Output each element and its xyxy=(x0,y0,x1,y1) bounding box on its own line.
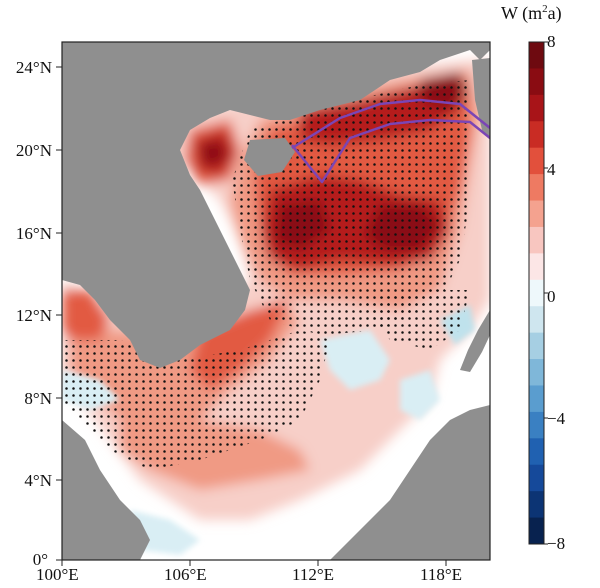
colorbar-segment xyxy=(529,280,544,307)
colorbar-segment xyxy=(529,465,544,492)
colorbar-segment xyxy=(529,227,544,254)
lat-label-8n: 8°N xyxy=(0,390,52,407)
colorbar-tick-4: 4 xyxy=(547,161,556,178)
lon-label-106e: 106°E xyxy=(164,566,207,583)
colorbar-segment xyxy=(529,412,544,439)
colorbar-tick-8: 8 xyxy=(547,33,556,50)
colorbar-title: W (m2a) xyxy=(501,3,562,24)
colorbar-segment xyxy=(529,201,544,228)
lat-label-24n: 24°N xyxy=(0,59,52,76)
colorbar-segment xyxy=(529,121,544,148)
colorbar-segment xyxy=(529,518,544,545)
colorbar-segment xyxy=(529,359,544,386)
colorbar xyxy=(529,42,548,545)
colorbar-segment xyxy=(529,68,544,95)
lon-label-100e: 100°E xyxy=(36,566,79,583)
lat-label-20n: 20°N xyxy=(0,142,52,159)
colorbar-segment xyxy=(529,174,544,201)
colorbar-segment xyxy=(529,42,544,69)
colorbar-segment xyxy=(529,438,544,465)
lon-label-118e: 118°E xyxy=(420,566,462,583)
lat-label-12n: 12°N xyxy=(0,307,52,324)
colorbar-segment xyxy=(529,253,544,280)
colorbar-segment xyxy=(529,333,544,360)
colorbar-title-prefix: W (m xyxy=(501,3,542,23)
lat-label-4n: 4°N xyxy=(0,472,52,489)
colorbar-segment xyxy=(529,491,544,518)
colorbar-tick-0: 0 xyxy=(547,288,556,305)
lon-label-112e: 112°E xyxy=(292,566,334,583)
colorbar-tick-neg4: −4 xyxy=(547,410,565,427)
colorbar-segment xyxy=(529,385,544,412)
colorbar-segment xyxy=(529,306,544,333)
colorbar-segment xyxy=(529,148,544,175)
colorbar-title-suffix: a) xyxy=(548,3,562,23)
colorbar-segment xyxy=(529,95,544,122)
colorbar-tick-neg8: −8 xyxy=(547,535,565,552)
lat-label-16n: 16°N xyxy=(0,225,52,242)
